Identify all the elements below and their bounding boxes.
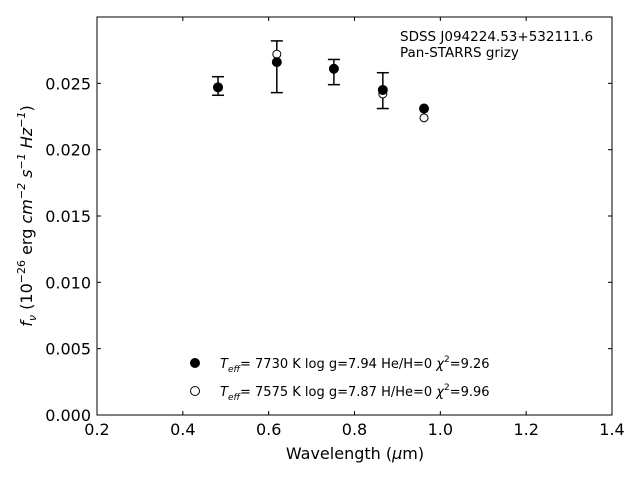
filled-circle-point [213, 82, 224, 93]
x-tick-label: 1.4 [599, 420, 624, 439]
filled-circle-point [328, 63, 339, 74]
y-tick-label: 0.005 [45, 340, 91, 359]
filled-circle-point [419, 103, 430, 114]
x-tick-label: 1.2 [513, 420, 538, 439]
legend-marker-open [190, 386, 200, 396]
ticks: 0.2 0.4 0.6 0.8 1.0 1.2 1.4 0.000 0.005 0.010 0.01… [45, 17, 625, 439]
y-tick-label: 0.025 [45, 74, 91, 93]
y-tick-label: 0.000 [45, 406, 91, 425]
y-tick-label: 0.015 [45, 207, 91, 226]
x-axis-label: Wavelength (μm) [286, 444, 424, 463]
y-axis-label: fν (10−26 erg cm−2 s−1 Hz−1) [15, 105, 39, 326]
filled-circle-point [271, 57, 282, 68]
y-tick-label: 0.010 [45, 273, 91, 292]
x-tick-label: 0.8 [342, 420, 367, 439]
open-circle-point [272, 49, 282, 59]
annotation-survey: Pan-STARRS grizy [400, 45, 519, 61]
x-tick-label: 1.0 [428, 420, 453, 439]
plot-frame [96, 16, 613, 416]
filled-circle-point [377, 84, 388, 95]
legend: Teff= 7730 K log g=7.94 He/H=0 χ2=9.26 T… [190, 355, 490, 403]
legend-marker-filled [190, 358, 200, 368]
open-circle-point [419, 113, 429, 123]
data-markers [213, 49, 430, 123]
legend-label-series-1: Teff= 7730 K log g=7.94 He/H=0 χ2=9.26 [220, 355, 490, 375]
x-tick-label: 0.4 [170, 420, 195, 439]
error-bars [212, 40, 389, 110]
legend-label-series-2: Teff= 7575 K log g=7.87 H/He=0 χ2=9.96 [220, 383, 490, 403]
x-tick-label: 0.2 [84, 420, 109, 439]
x-tick-label: 0.6 [256, 420, 281, 439]
y-tick-label: 0.020 [45, 141, 91, 160]
annotation-object-name: SDSS J094224.53+532111.6 [400, 29, 593, 45]
